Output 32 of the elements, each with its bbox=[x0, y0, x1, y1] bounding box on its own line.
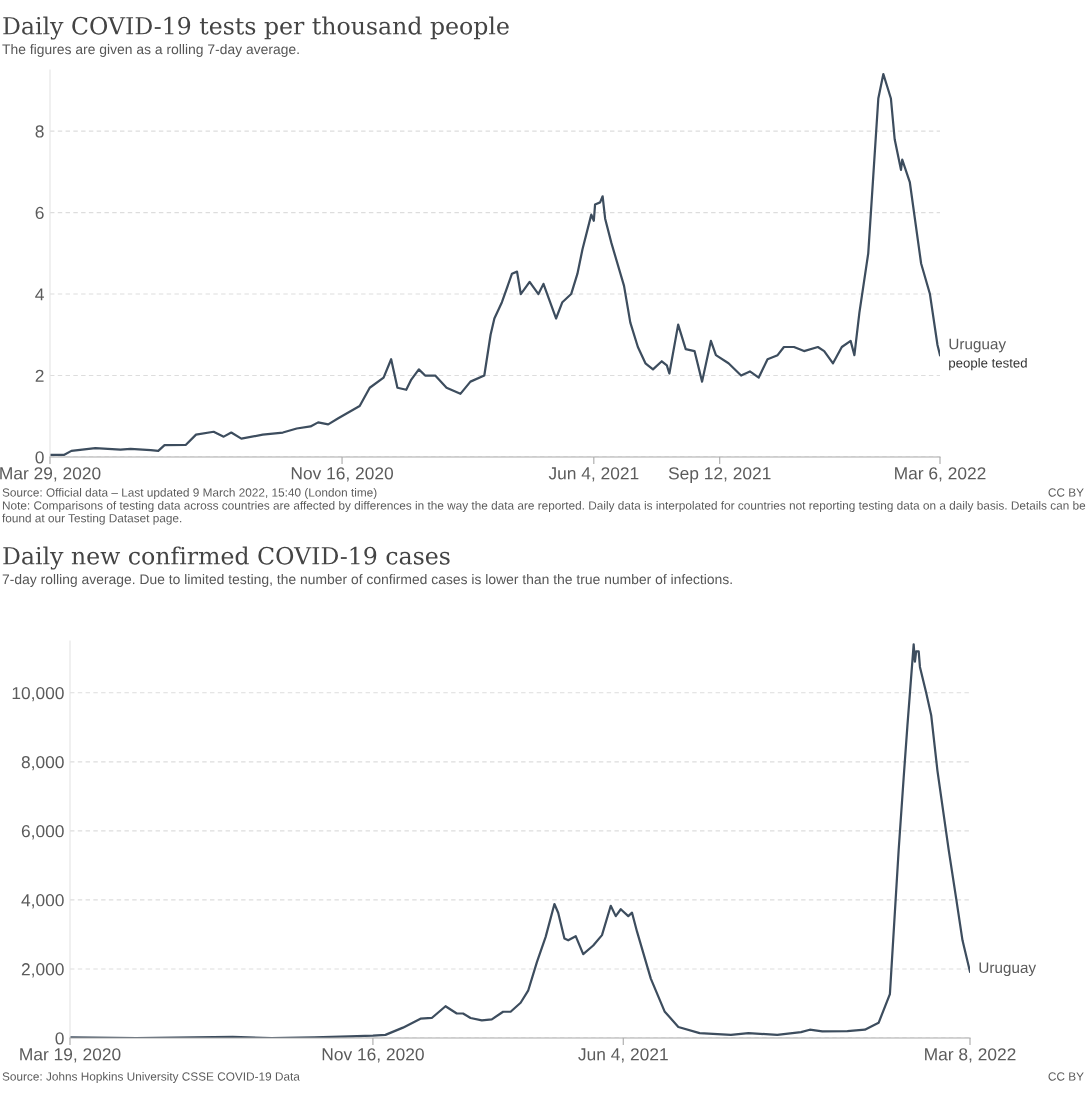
y-tick-label: 10,000 bbox=[12, 686, 64, 702]
y-tick-label: 8 bbox=[35, 125, 44, 138]
x-tick-label: Mar 29, 2020 bbox=[0, 467, 101, 482]
y-tick-label: 4 bbox=[35, 288, 44, 301]
y-tick-label: 6 bbox=[35, 206, 44, 220]
x-tick-label: Nov 16, 2020 bbox=[322, 1048, 424, 1063]
x-tick-label: Sep 12, 2021 bbox=[668, 467, 771, 483]
source-note: Source: Official data – Last updated 9 March 2022, 15:40 (London time) bbox=[2, 488, 377, 500]
chart-title: Daily new confirmed COVID-19 cases bbox=[3, 546, 450, 570]
text: CC BY bbox=[1048, 488, 1084, 497]
y-tick-label: 8,000 bbox=[21, 755, 64, 771]
chart-title: Daily COVID-19 tests per thousand people bbox=[3, 16, 509, 40]
annotation: people tested bbox=[949, 357, 1027, 371]
series-label: Uruguay bbox=[949, 338, 1007, 353]
chart-subtitle: 7-day rolling average. Due to limited testing, the number of confirmed cases is lower than the true number of infections. bbox=[2, 574, 732, 587]
y-tick-label: 2 bbox=[35, 369, 44, 382]
x-tick-label: Mar 8, 2022 bbox=[925, 1048, 1016, 1063]
y-tick-label: 0 bbox=[35, 451, 44, 464]
x-tick-label: Jun 4, 2021 bbox=[548, 467, 639, 482]
y-tick-label: 4,000 bbox=[21, 894, 64, 909]
y-tick-label: 0 bbox=[55, 1032, 64, 1045]
x-tick-label: Mar 19, 2020 bbox=[20, 1048, 121, 1063]
source-note: Source: Johns Hopkins University CSSE COVID-19 Data bbox=[2, 1072, 300, 1083]
text: Note: Comparisons of testing data across countries are affected by differences in the way the data are reported. Daily data is interpolated for countries not reporting testing data on a daily basis. Details can be found at our Testing Dataset page. bbox=[2, 501, 1086, 525]
x-tick-label: Nov 16, 2020 bbox=[291, 467, 394, 482]
series-label: Uruguay bbox=[979, 962, 1037, 977]
x-tick-label: Jun 4, 2021 bbox=[578, 1048, 668, 1063]
text: CC BY bbox=[1048, 1072, 1084, 1081]
x-tick-label: Mar 6, 2022 bbox=[895, 467, 986, 482]
chart-subtitle: The figures are given as a rolling 7-day average. bbox=[2, 44, 299, 57]
y-tick-label: 6,000 bbox=[21, 825, 64, 840]
y-tick-label: 2,000 bbox=[21, 963, 64, 978]
